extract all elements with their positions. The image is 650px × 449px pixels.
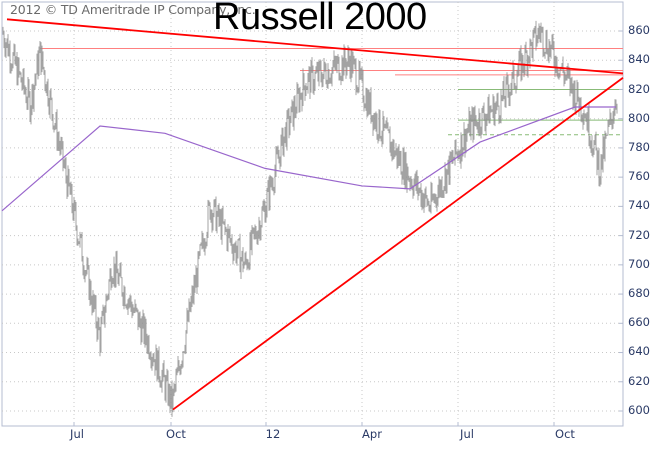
y-tick-label: 660 bbox=[628, 315, 650, 329]
y-tick-label: 600 bbox=[628, 403, 650, 417]
copyright-label: 2012 © TD Ameritrade IP Company, Inc. bbox=[10, 2, 256, 17]
y-tick-label: 840 bbox=[628, 52, 650, 66]
x-tick-label: Apr bbox=[362, 427, 382, 441]
y-tick-label: 640 bbox=[628, 344, 650, 358]
x-tick-label: Oct bbox=[166, 427, 186, 441]
y-tick-label: 800 bbox=[628, 111, 650, 125]
plot-area bbox=[1, 1, 624, 427]
y-tick-label: 720 bbox=[628, 228, 650, 242]
y-tick-label: 780 bbox=[628, 140, 650, 154]
x-tick-label: Jul bbox=[70, 427, 84, 441]
chart-title: Russell 2000 bbox=[213, 0, 427, 38]
y-tick-label: 700 bbox=[628, 257, 650, 271]
y-tick-label: 680 bbox=[628, 286, 650, 300]
x-tick-label: Oct bbox=[555, 427, 575, 441]
trendlines bbox=[6, 18, 624, 411]
axis-ticks bbox=[73, 30, 623, 426]
moving-average-line bbox=[1, 106, 616, 212]
y-tick-label: 620 bbox=[628, 374, 650, 388]
y-tick-label: 760 bbox=[628, 169, 650, 183]
y-tick-label: 860 bbox=[628, 23, 650, 37]
x-tick-label: 12 bbox=[265, 427, 281, 441]
y-tick-label: 820 bbox=[628, 82, 650, 96]
price-bars bbox=[2, 20, 618, 417]
x-tick-label: Jul bbox=[460, 427, 474, 441]
y-tick-label: 740 bbox=[628, 198, 650, 212]
